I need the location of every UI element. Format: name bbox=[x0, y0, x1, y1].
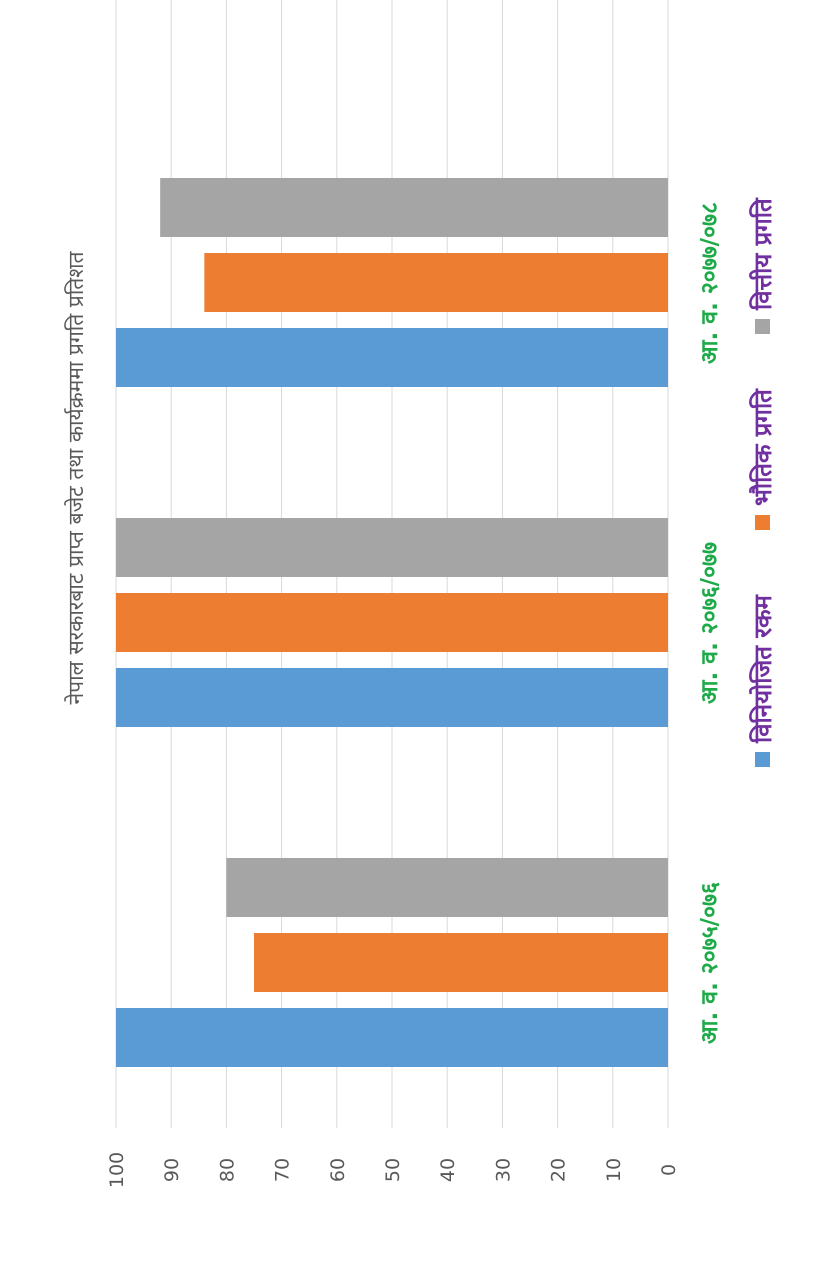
tick-label: 60 bbox=[327, 1158, 349, 1182]
tick-label: 50 bbox=[382, 1158, 404, 1182]
bar bbox=[116, 668, 668, 727]
bar bbox=[254, 933, 668, 992]
bar bbox=[116, 328, 668, 387]
legend-label: वित्तीय प्रगति bbox=[749, 197, 777, 311]
tick-label: 70 bbox=[272, 1158, 294, 1182]
tick-label: 90 bbox=[161, 1158, 183, 1182]
category-label: आ. व. २०७५/०७६ bbox=[697, 882, 723, 1044]
tick-layer: 0 10 20 30 40 50 60 70 80 90 100 bbox=[106, 1152, 680, 1188]
bar bbox=[160, 178, 668, 237]
bar bbox=[204, 253, 668, 312]
bar bbox=[116, 1008, 668, 1067]
chart-title: नेपाल सरकारबाट प्राप्त बजेट तथा कार्यक्र… bbox=[64, 250, 88, 704]
category-label-layer: आ. व. २०७५/०७६ आ. व. २०७६/०७७ आ. व. २०७७/०… bbox=[697, 202, 723, 1044]
tick-label: 10 bbox=[603, 1158, 625, 1182]
bar bbox=[226, 858, 668, 917]
legend-label: भौतिक प्रगति bbox=[749, 388, 777, 506]
category-label: आ. व. २०७७/०७८ bbox=[697, 202, 723, 364]
legend-label: विनियोजित रकम bbox=[749, 593, 777, 744]
legend: विनियोजित रकम भौतिक प्रगति वित्तीय प्रगति bbox=[749, 197, 777, 767]
tick-label: 30 bbox=[492, 1158, 514, 1182]
bar bbox=[116, 518, 668, 577]
legend-swatch bbox=[755, 752, 770, 767]
bar-layer bbox=[116, 178, 668, 1067]
tick-label: 80 bbox=[216, 1158, 238, 1182]
legend-swatch bbox=[755, 515, 770, 530]
legend-swatch bbox=[755, 319, 770, 334]
tick-label: 40 bbox=[437, 1158, 459, 1182]
tick-label: 100 bbox=[106, 1152, 128, 1188]
tick-label: 0 bbox=[658, 1164, 680, 1176]
category-label: आ. व. २०७६/०७७ bbox=[697, 542, 723, 704]
tick-label: 20 bbox=[548, 1158, 570, 1182]
bar bbox=[116, 593, 668, 652]
